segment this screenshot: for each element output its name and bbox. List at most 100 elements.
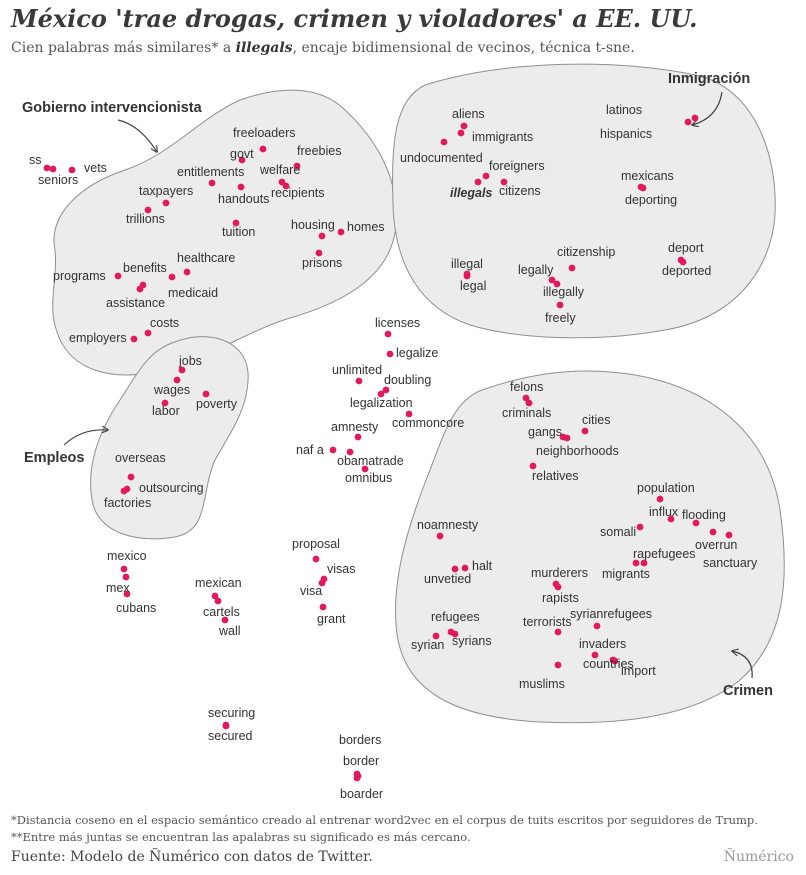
label-homes: homes xyxy=(347,220,385,234)
point-seniors xyxy=(49,165,57,173)
point-illegals xyxy=(474,178,482,186)
label-tuition: tuition xyxy=(222,225,255,239)
point-doubling xyxy=(382,386,390,394)
label-programs: programs xyxy=(53,269,106,283)
point-assistance xyxy=(136,285,144,293)
point-wages xyxy=(173,376,181,384)
label-unvetied: unvetied xyxy=(424,572,471,586)
label-illegals: illegals xyxy=(450,186,492,200)
point-syrianrefugees xyxy=(593,622,601,630)
label-hispanics: hispanics xyxy=(600,127,652,141)
point-latinos xyxy=(691,114,699,122)
label-syrians: syrians xyxy=(452,634,492,648)
label-mexican: mexican xyxy=(195,576,242,590)
point-legally xyxy=(548,276,556,284)
point-relatives xyxy=(529,462,537,470)
label-ss: ss xyxy=(29,153,42,167)
label-legally: legally xyxy=(518,263,554,277)
label-cartels: cartels xyxy=(203,605,240,619)
point-invaders xyxy=(591,651,599,659)
label-govt: govt xyxy=(230,147,254,161)
point-syrians xyxy=(451,630,459,638)
label-somali: somali xyxy=(600,525,636,539)
label-muslims: muslims xyxy=(519,677,565,691)
point-amnesty xyxy=(354,433,362,441)
label-syrianrefugees: syrianrefugees xyxy=(570,607,652,621)
point-programs xyxy=(114,272,122,280)
point-population xyxy=(656,495,664,503)
label-invaders: invaders xyxy=(579,637,626,651)
point-boarder xyxy=(353,774,361,782)
label-obamatrade: obamatrade xyxy=(337,454,404,468)
label-mex: mex xyxy=(106,581,130,595)
label-prisons: prisons xyxy=(302,256,342,270)
label-freebies: freebies xyxy=(297,144,341,158)
point-syrian xyxy=(432,632,440,640)
point-terrorists xyxy=(554,628,562,636)
point-vets xyxy=(68,166,76,174)
point-noamnesty xyxy=(436,532,444,540)
cluster-labels: Gobierno intervencionista Inmigración Em… xyxy=(22,71,773,699)
point-overrun xyxy=(709,528,717,536)
label-syrian: syrian xyxy=(411,638,444,652)
point-felons xyxy=(522,394,530,402)
point-citizens xyxy=(500,178,508,186)
point-trillions xyxy=(144,206,152,214)
label-refugees: refugees xyxy=(431,610,480,624)
point-freely xyxy=(556,301,564,309)
label-factories: factories xyxy=(104,496,151,510)
cluster-region-crimen xyxy=(395,370,785,724)
label-cubans: cubans xyxy=(116,601,156,615)
label-jobs: jobs xyxy=(178,354,202,368)
arrow-empleos xyxy=(63,430,108,446)
point-visa xyxy=(318,579,326,587)
arrow-crimen xyxy=(732,651,753,679)
point-poverty xyxy=(202,390,210,398)
chart-title: México 'trae drogas, crimen y violadores… xyxy=(11,4,698,33)
label-trillions: trillions xyxy=(126,212,165,226)
label-healthcare: healthcare xyxy=(177,251,235,265)
label-amnesty: amnesty xyxy=(331,420,379,434)
label-deport: deport xyxy=(668,241,704,255)
label-borders: borders xyxy=(339,733,381,747)
label-legal: legal xyxy=(460,279,486,293)
point-flooding xyxy=(692,519,700,527)
label-countries: countries xyxy=(583,657,634,671)
label-illegally: illegally xyxy=(543,285,585,299)
label-wages: wages xyxy=(153,383,190,397)
label-freeloaders: freeloaders xyxy=(233,126,296,140)
point-grant xyxy=(319,603,327,611)
label-halt: halt xyxy=(472,559,493,573)
label-murderers: murderers xyxy=(531,566,588,580)
point-employers xyxy=(130,335,138,343)
cluster-label-inmigracion: Inmigración xyxy=(668,71,750,87)
point-factories xyxy=(120,487,128,495)
point-cities xyxy=(581,427,589,435)
label-undocumented: undocumented xyxy=(400,151,483,165)
label-outsourcing: outsourcing xyxy=(139,481,204,495)
point-freebies xyxy=(293,162,301,170)
label-seniors: seniors xyxy=(38,173,78,187)
point-commoncore xyxy=(405,410,413,418)
point-licenses xyxy=(384,330,392,338)
label-omnibus: omnibus xyxy=(345,471,392,485)
point-omnibus xyxy=(361,465,369,473)
cluster-label-gobierno: Gobierno intervencionista xyxy=(22,100,203,116)
brand-logo: Ñumérico xyxy=(723,849,794,865)
label-commoncore: commoncore xyxy=(392,416,464,430)
point-unlimited xyxy=(355,377,363,385)
label-migrants: migrants xyxy=(602,567,650,581)
point-costs xyxy=(144,329,152,337)
footnote-1: *Distancia coseno en el espacio semántic… xyxy=(11,813,758,827)
label-gangs: gangs xyxy=(528,425,562,439)
point-govt xyxy=(238,156,246,164)
point-mexican xyxy=(211,592,219,600)
label-secured: secured xyxy=(208,729,253,743)
label-doubling: doubling xyxy=(384,373,431,387)
point-labor xyxy=(161,399,169,407)
point-prisons xyxy=(315,249,323,257)
point-muslims xyxy=(554,661,562,669)
label-proposal: proposal xyxy=(292,537,340,551)
label-rapefugees: rapefugees xyxy=(633,547,696,561)
subtitle-highlight-word: illegals xyxy=(235,40,293,56)
